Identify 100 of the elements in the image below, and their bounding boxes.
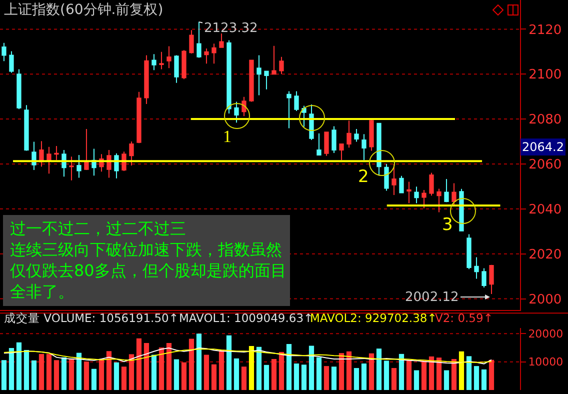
candlestick [166, 46, 172, 69]
candlestick [159, 51, 164, 70]
candlestick [422, 190, 426, 209]
candlestick [354, 128, 359, 142]
candlestick [189, 30, 194, 54]
candlestick [466, 234, 472, 270]
candlestick [144, 54, 149, 105]
candlestick [436, 188, 442, 213]
candlestick [324, 132, 329, 156]
bar [61, 357, 67, 390]
candlestick [46, 146, 52, 174]
annotation: 全非了。 [10, 282, 74, 301]
candlestick [272, 45, 276, 75]
bar [234, 358, 240, 390]
bar [181, 362, 187, 390]
candlestick [84, 128, 89, 171]
candlestick [316, 132, 322, 156]
candlestick [294, 90, 299, 112]
bar [361, 364, 367, 390]
candlestick [489, 264, 494, 295]
annotation: 3 [442, 215, 453, 235]
candlestick [339, 143, 344, 160]
annotation: 2123.32 [204, 21, 258, 36]
candlestick [129, 141, 134, 166]
bar [121, 366, 127, 390]
y-tick-label: 2040 [528, 202, 562, 218]
y-tick-label: 2060 [528, 158, 562, 173]
candlestick [452, 182, 456, 206]
bar [346, 351, 352, 390]
candlestick [279, 56, 284, 75]
bar [428, 356, 434, 390]
bar [31, 360, 37, 390]
bar [466, 356, 472, 390]
bar [68, 359, 74, 390]
candlestick [384, 163, 389, 192]
candlestick [2, 42, 6, 62]
candlestick [69, 156, 74, 181]
bar [308, 346, 314, 390]
annotation: 2 [358, 167, 369, 187]
bar [226, 335, 232, 390]
candlestick [459, 188, 464, 232]
candlestick [362, 134, 366, 160]
candlestick [429, 172, 434, 196]
candlestick [182, 50, 186, 80]
chart-title: 上证指数(60分钟.前复权) [4, 2, 164, 18]
bar [151, 354, 157, 390]
bar [16, 342, 22, 390]
bar [24, 350, 30, 390]
bar [1, 360, 7, 390]
bar [271, 359, 277, 390]
bar [158, 347, 164, 390]
candlestick [16, 68, 22, 110]
bar [166, 342, 172, 390]
bar [46, 354, 52, 390]
y-tick-label: 2100 [528, 68, 562, 83]
bar [368, 353, 374, 390]
bar [38, 354, 44, 390]
bar [174, 359, 180, 390]
bar [316, 357, 322, 390]
candlestick [54, 146, 59, 160]
bar [488, 360, 494, 390]
candlestick [9, 50, 14, 74]
bar [398, 354, 404, 390]
bar [106, 351, 112, 390]
candlestick [212, 43, 216, 64]
candlestick [226, 40, 232, 114]
annotation: 2002.12 [405, 290, 459, 305]
bar [136, 338, 142, 390]
y-tick-label: 2080 [528, 112, 562, 128]
candlestick [152, 54, 156, 71]
text: 成交量 VOLUME: 1056191.50↑ [4, 311, 178, 325]
bar [338, 353, 344, 390]
bar [414, 370, 420, 390]
bar [421, 360, 427, 390]
bar [444, 370, 450, 390]
bar [188, 338, 194, 390]
bar [278, 352, 284, 390]
bar [436, 358, 442, 390]
bar [324, 366, 330, 390]
y-tick-label: 20000 [528, 327, 564, 340]
annotation: 仅仅跌去80多点，但个股却是跌的面目 [10, 261, 286, 280]
bar [241, 366, 247, 390]
bar [294, 364, 300, 390]
bar [286, 344, 292, 390]
bar [114, 362, 120, 390]
candlestick [256, 54, 262, 96]
bar [256, 346, 262, 390]
bar [84, 362, 90, 390]
bar [264, 364, 270, 390]
bar [128, 354, 134, 390]
bar [218, 350, 224, 390]
bar [8, 348, 14, 390]
candlestick [242, 96, 246, 117]
bar [76, 352, 82, 390]
bar [376, 348, 382, 390]
candlestick [376, 122, 382, 176]
candlestick [76, 154, 82, 178]
bar [204, 354, 210, 390]
annotation: 过一不过二，过二不过三 [10, 219, 186, 238]
candlestick [136, 91, 142, 144]
